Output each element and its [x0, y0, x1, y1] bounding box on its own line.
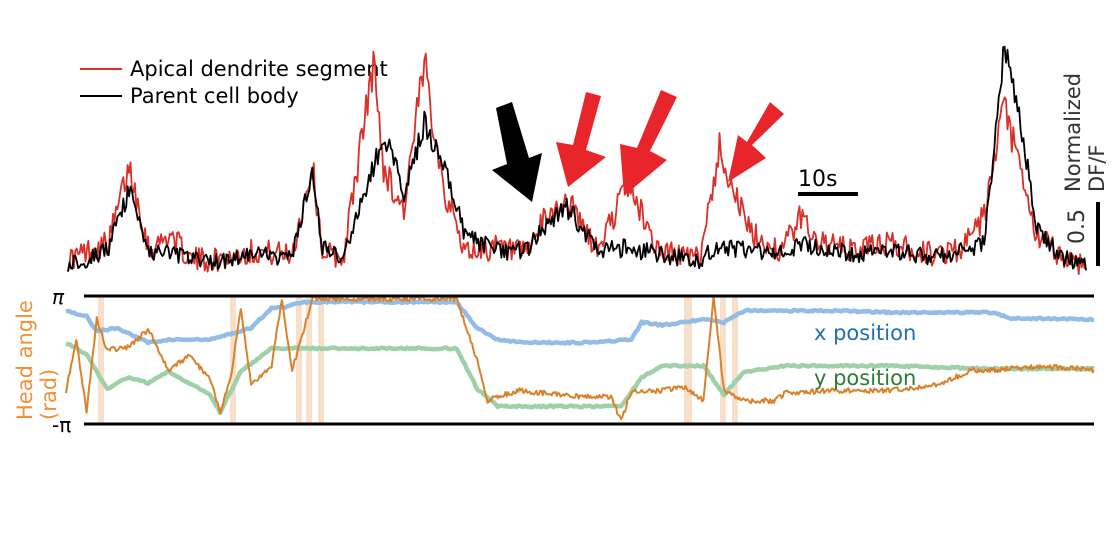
arrow-dendrite-event-3	[728, 102, 784, 182]
amplitude-unit-line2: DF/F	[1085, 145, 1109, 192]
highlight-band	[296, 296, 302, 424]
highlight-band	[732, 296, 738, 424]
tick-label-minus-pi: -π	[52, 413, 71, 437]
highlight-band	[306, 296, 312, 424]
highlight-band	[98, 296, 104, 424]
time-scale-label: 10s	[798, 167, 837, 192]
legend-soma-label: Parent cell body	[130, 84, 299, 108]
tick-label-pi: π	[52, 285, 65, 309]
x-position-line	[65, 298, 1095, 346]
arrow-soma-event	[492, 102, 542, 202]
highlight-band	[318, 296, 324, 424]
highlight-band	[684, 296, 692, 424]
amplitude-scale-value: 0.5	[1065, 209, 1090, 244]
head-angle-line	[65, 295, 1095, 421]
behaviour-traces	[65, 295, 1095, 421]
head-angle-ylabel-line2: (rad)	[37, 369, 61, 420]
y-position-label: y position	[814, 366, 916, 390]
highlight-band	[720, 296, 726, 424]
x-position-label: x position	[814, 321, 916, 345]
calcium-traces	[67, 45, 1087, 275]
soma-trace-line	[67, 45, 1087, 272]
head-angle-ylabel-line1: Head angle	[13, 300, 37, 420]
arrow-dendrite-event-2	[620, 90, 677, 196]
amplitude-unit-line1: Normalized	[1061, 73, 1085, 192]
y-position-line	[65, 341, 1095, 416]
arrow-dendrite-event-1	[556, 92, 606, 187]
legend-dendrite-label: Apical dendrite segment	[130, 57, 388, 81]
